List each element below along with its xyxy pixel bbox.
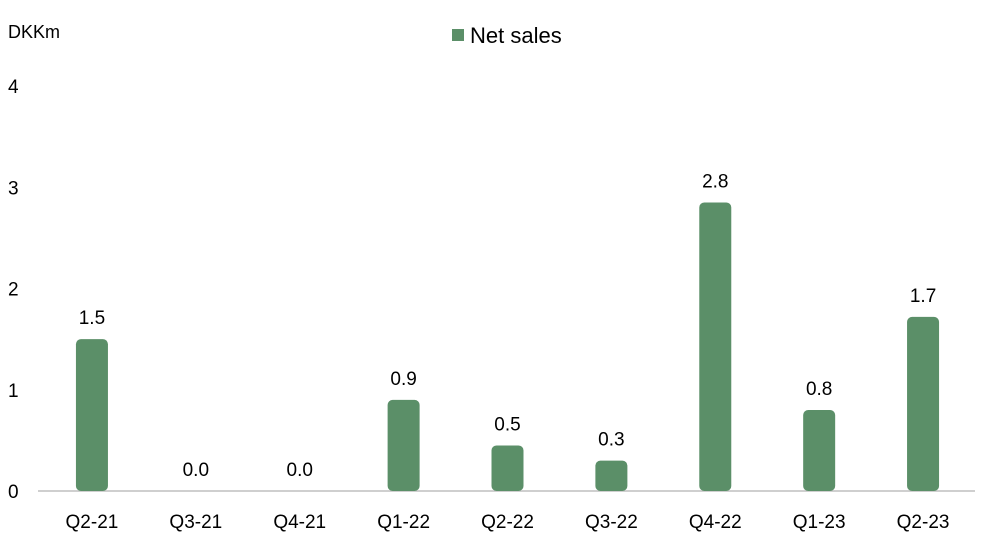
- category-label: Q1-23: [793, 512, 846, 533]
- y-tick-label: 1: [8, 381, 19, 402]
- y-tick-label: 4: [8, 77, 19, 98]
- y-tick-label: 3: [8, 178, 19, 199]
- category-label: Q2-23: [897, 512, 950, 533]
- bar: [803, 410, 836, 491]
- category-label: Q2-22: [481, 512, 534, 533]
- bars: [75, 202, 940, 491]
- data-label: 2.8: [702, 171, 728, 192]
- data-label: 1.5: [79, 308, 105, 329]
- bar: [387, 399, 420, 491]
- data-label: 0.9: [390, 369, 416, 390]
- bar: [595, 460, 628, 491]
- category-label: Q3-22: [585, 512, 638, 533]
- y-axis-ticks: 0 1 2 3 4: [8, 77, 19, 503]
- data-label: 0.0: [183, 460, 209, 481]
- bar: [699, 202, 732, 491]
- data-labels: 1.5 0.0 0.0 0.9 0.5 0.3 2.8 0.8 1.7: [79, 171, 937, 481]
- y-tick-label: 2: [8, 280, 19, 301]
- bar: [75, 339, 108, 491]
- category-labels: Q2-21 Q3-21 Q4-21 Q1-22 Q2-22 Q3-22 Q4-22 Q1-23…: [66, 512, 950, 533]
- category-label: Q2-21: [66, 512, 119, 533]
- legend-label: Net sales: [470, 23, 562, 48]
- data-label: 0.0: [287, 460, 313, 481]
- data-label: 0.3: [598, 430, 624, 451]
- category-label: Q4-21: [273, 512, 326, 533]
- y-tick-label: 0: [8, 482, 19, 503]
- legend-swatch: [452, 29, 464, 41]
- category-label: Q3-21: [169, 512, 222, 533]
- category-label: Q1-22: [377, 512, 430, 533]
- data-label: 0.5: [494, 414, 520, 435]
- legend: Net sales: [452, 23, 562, 48]
- y-unit-label: DKKm: [8, 22, 60, 42]
- data-label: 0.8: [806, 379, 832, 400]
- bar: [907, 316, 940, 491]
- bar: [491, 445, 524, 491]
- category-label: Q4-22: [689, 512, 742, 533]
- data-label: 1.7: [910, 286, 936, 307]
